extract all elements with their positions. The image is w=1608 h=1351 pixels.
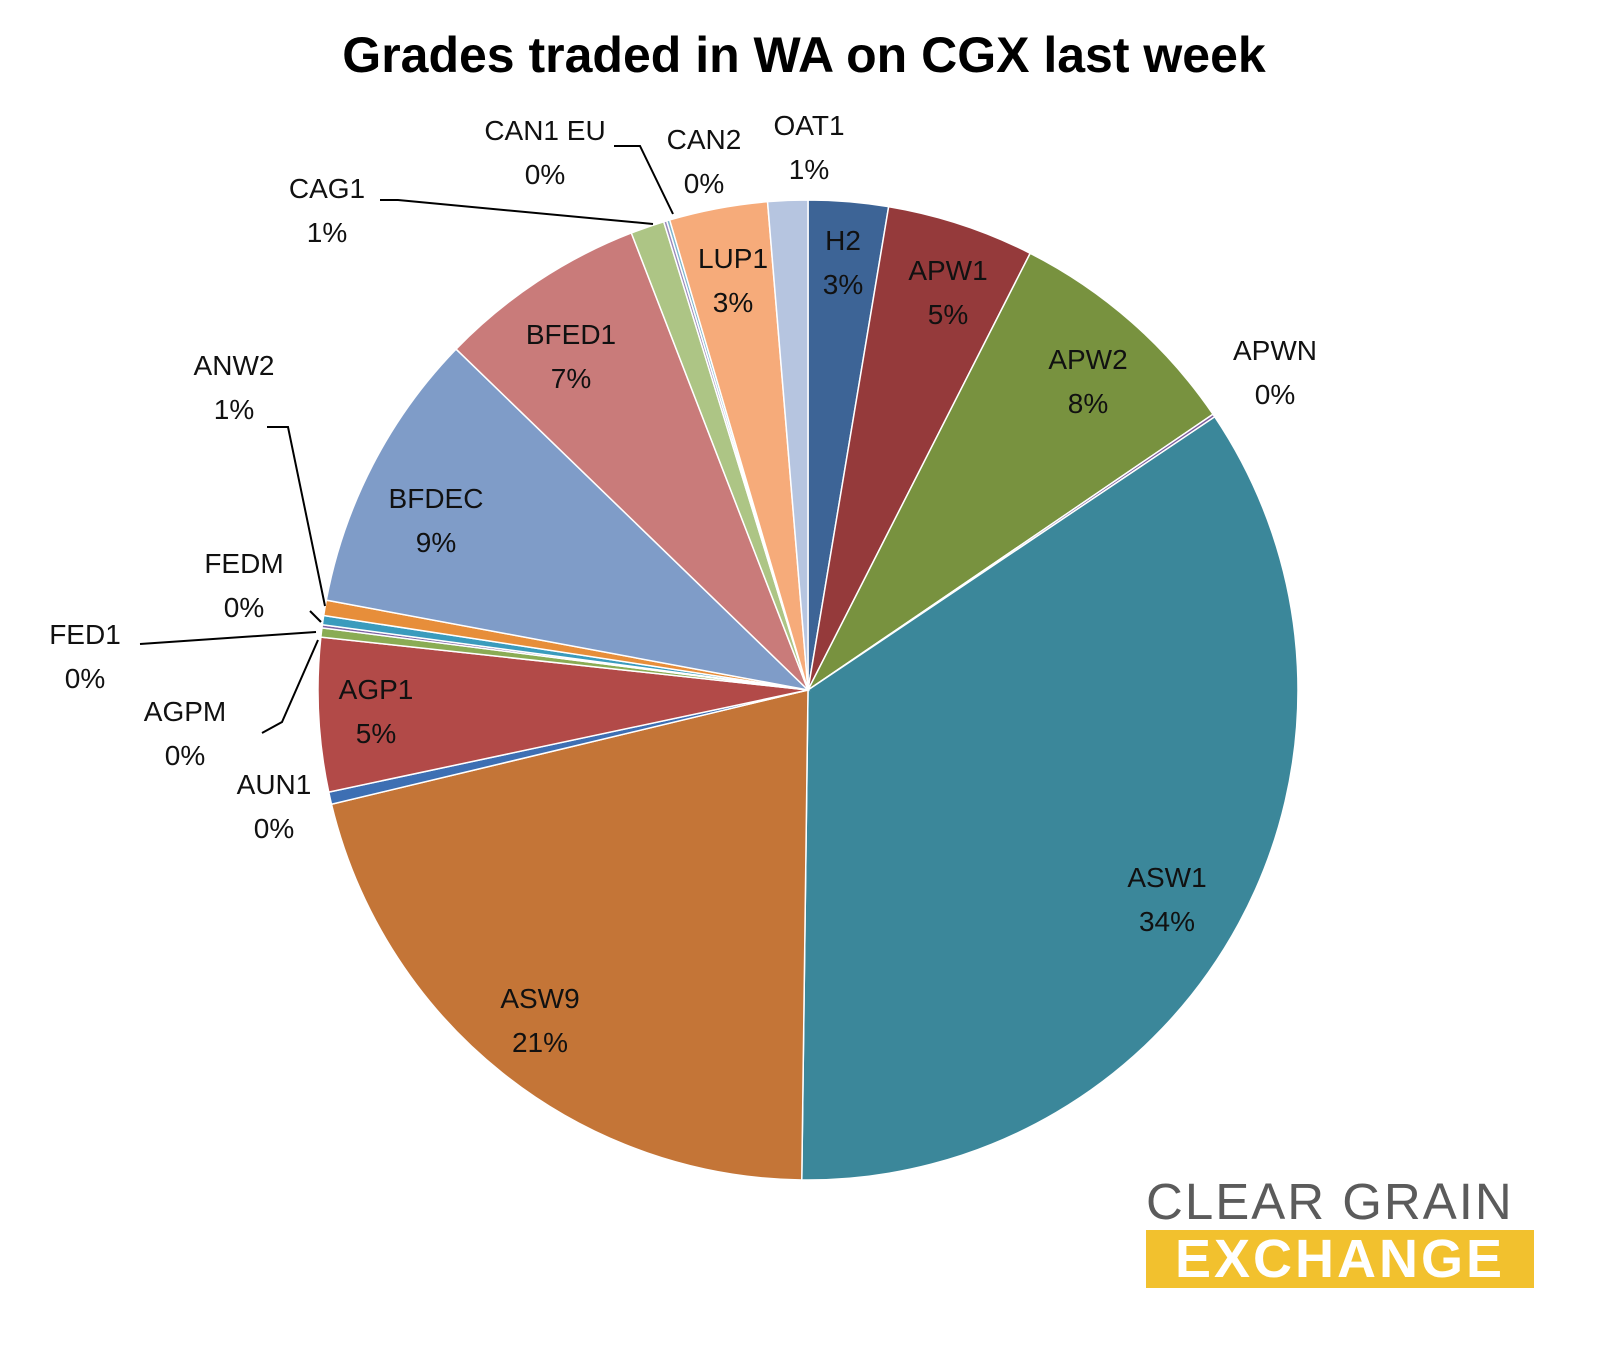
data-label-percent: 7% bbox=[551, 363, 591, 394]
data-label-lup1: LUP1 3% bbox=[698, 243, 768, 318]
data-label-name: CAN2 bbox=[667, 124, 742, 155]
leader-line-anw2 bbox=[267, 426, 326, 607]
data-label-name: BFED1 bbox=[526, 319, 616, 350]
data-label-name: ANW2 bbox=[194, 350, 275, 381]
data-label-asw1: ASW1 34% bbox=[1127, 862, 1206, 937]
leader-line-fedm bbox=[309, 610, 322, 623]
data-label-percent: 1% bbox=[307, 217, 347, 248]
data-label-apw2: APW2 8% bbox=[1048, 344, 1127, 419]
data-label-name: APW1 bbox=[908, 255, 987, 286]
data-label-name: AGPM bbox=[144, 696, 226, 727]
data-label-name: FED1 bbox=[49, 619, 121, 650]
data-label-percent: 0% bbox=[165, 740, 205, 771]
data-label-percent: 0% bbox=[254, 813, 294, 844]
data-label-percent: 1% bbox=[789, 154, 829, 185]
data-label-name: AGP1 bbox=[339, 674, 414, 705]
data-label-name: ASW9 bbox=[500, 983, 579, 1014]
slice-apw1 bbox=[807, 205, 1032, 691]
data-label-percent: 8% bbox=[1068, 388, 1108, 419]
data-label-fedm: FEDM 0% bbox=[204, 548, 283, 623]
data-label-bfdec: BFDEC 9% bbox=[389, 483, 484, 558]
slice-oat1 bbox=[766, 199, 809, 691]
data-label-name: AUN1 bbox=[237, 769, 312, 800]
leader-line-agpm bbox=[261, 639, 319, 734]
data-labels: H2 3% APW1 5%APW2 8%APWN 0%ASW1 34%ASW9 21%AUN1… bbox=[49, 110, 1317, 1058]
data-label-name: LUP1 bbox=[698, 243, 768, 274]
leader-line-cag1 bbox=[380, 199, 654, 225]
data-label-percent: 3% bbox=[823, 269, 863, 300]
logo-line-2: EXCHANGE bbox=[1146, 1230, 1534, 1288]
slice-apw2 bbox=[807, 252, 1215, 691]
slice-asw1 bbox=[801, 415, 1299, 1181]
data-label-can1-eu: CAN1 EU 0% bbox=[484, 115, 605, 190]
data-label-name: APWN bbox=[1233, 335, 1317, 366]
data-label-name: OAT1 bbox=[773, 110, 844, 141]
data-label-percent: 34% bbox=[1139, 906, 1195, 937]
chart-title: Grades traded in WA on CGX last week bbox=[342, 27, 1266, 83]
data-label-can2: CAN2 0% bbox=[667, 124, 742, 199]
pie-slices bbox=[317, 199, 1299, 1181]
data-label-name: CAN1 EU bbox=[484, 115, 605, 146]
data-label-percent: 0% bbox=[684, 168, 724, 199]
data-label-percent: 21% bbox=[512, 1027, 568, 1058]
slice-agp1 bbox=[317, 636, 809, 793]
data-label-cag1: CAG1 1% bbox=[289, 173, 365, 248]
data-label-agp1: AGP1 5% bbox=[339, 674, 414, 749]
data-label-percent: 5% bbox=[928, 299, 968, 330]
data-label-name: H2 bbox=[825, 225, 861, 256]
data-label-name: CAG1 bbox=[289, 173, 365, 204]
slice-asw9 bbox=[330, 689, 809, 1181]
data-label-bfed1: BFED1 7% bbox=[526, 319, 616, 394]
data-label-percent: 0% bbox=[1255, 379, 1295, 410]
slice-bfed1 bbox=[454, 231, 809, 691]
data-label-oat1: OAT1 1% bbox=[773, 110, 844, 185]
data-label-asw9: ASW9 21% bbox=[500, 983, 579, 1058]
data-label-percent: 1% bbox=[214, 394, 254, 425]
data-label-name: APW2 bbox=[1048, 344, 1127, 375]
data-label-anw2: ANW2 1% bbox=[194, 350, 275, 425]
leader-line-can1-eu bbox=[614, 145, 674, 215]
data-label-name: FEDM bbox=[204, 548, 283, 579]
data-label-h2: H2 3% bbox=[823, 225, 863, 300]
leader-lines bbox=[139, 145, 674, 734]
logo-line-1: CLEAR GRAIN bbox=[1146, 1173, 1514, 1230]
data-label-fed1: FED1 0% bbox=[49, 619, 121, 694]
data-label-aun1: AUN1 0% bbox=[237, 769, 312, 844]
data-label-percent: 0% bbox=[525, 159, 565, 190]
data-label-percent: 3% bbox=[713, 287, 753, 318]
data-label-apwn: APWN 0% bbox=[1233, 335, 1317, 410]
data-label-name: ASW1 bbox=[1127, 862, 1206, 893]
data-label-percent: 5% bbox=[356, 718, 396, 749]
data-label-percent: 0% bbox=[224, 592, 264, 623]
data-label-name: BFDEC bbox=[389, 483, 484, 514]
data-label-percent: 0% bbox=[65, 663, 105, 694]
data-label-percent: 9% bbox=[416, 527, 456, 558]
slice-bfdec bbox=[325, 348, 811, 692]
clear-grain-exchange-logo: CLEAR GRAIN EXCHANGE bbox=[1146, 1176, 1536, 1288]
data-label-apw1: APW1 5% bbox=[908, 255, 987, 330]
leader-line-fed1 bbox=[139, 631, 317, 645]
data-label-agpm: AGPM 0% bbox=[144, 696, 226, 771]
